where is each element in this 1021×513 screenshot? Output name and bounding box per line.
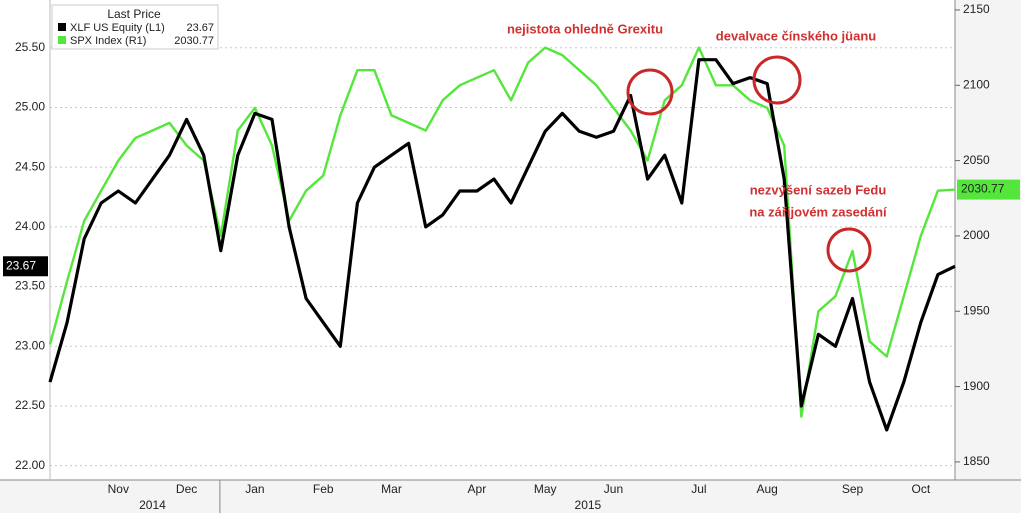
y2-tick-label: 2150 [963, 2, 990, 16]
x-year-label: 2014 [139, 498, 166, 512]
y-tick-label: 23.50 [15, 279, 45, 293]
x-tick-label: Jul [691, 482, 706, 496]
x-tick-label: Aug [756, 482, 777, 496]
x-tick-label: Feb [313, 482, 334, 496]
y-tick-label: 24.00 [15, 219, 45, 233]
x-tick-label: Apr [468, 482, 487, 496]
legend-value: 23.67 [186, 22, 214, 34]
x-tick-label: Dec [176, 482, 197, 496]
y-tick-label: 22.00 [15, 458, 45, 472]
y-tick-label: 24.50 [15, 159, 45, 173]
highlight-circle [826, 227, 872, 273]
legend-swatch [58, 23, 66, 31]
highlight-circle [626, 68, 674, 116]
legend-label: XLF US Equity (L1) [70, 22, 165, 34]
annotation: devalvace čínského jüanu [716, 28, 876, 43]
annotation: na zářijovém zasedání [749, 204, 887, 219]
y-tick-label: 23.00 [15, 338, 45, 352]
y2-tick-label: 1900 [963, 379, 990, 393]
y-tick-label: 25.00 [15, 100, 45, 114]
x-tick-label: Sep [842, 482, 864, 496]
x-tick-label: Oct [912, 482, 931, 496]
legend-value: 2030.77 [174, 35, 214, 47]
last-value-label: 23.67 [6, 258, 36, 272]
lines [48, 46, 956, 432]
x-year-label: 2015 [575, 498, 602, 512]
last-value-tag [3, 256, 48, 277]
x-tick-label: Jan [245, 482, 264, 496]
y2-tick-label: 2000 [963, 228, 990, 242]
legend-swatch [58, 36, 66, 44]
y-tick-label: 22.50 [15, 398, 45, 412]
x-tick-label: Mar [381, 482, 402, 496]
legend-title: Last Price [107, 7, 161, 21]
axes: 22.00 22.50 23.00 23.50 24.00 24.50 25.00 25.50… [3, 2, 1020, 513]
annotation: nejistota ohledně Grexitu [507, 21, 663, 36]
last-value-label: 2030.77 [961, 182, 1005, 196]
y2-tick-label: 2100 [963, 77, 990, 91]
y2-tick-label: 1850 [963, 454, 990, 468]
x-tick-label: Jun [604, 482, 623, 496]
y2-tick-label: 2050 [963, 153, 990, 167]
highlight-circle [752, 55, 802, 105]
last-value-tag [957, 179, 1020, 200]
x-tick-label: Nov [108, 482, 129, 496]
right-axis-band [955, 0, 1021, 480]
x-tick-label: May [534, 482, 557, 496]
annotation: nezvýšení sazeb Fedu [750, 182, 887, 197]
y-tick-label: 25.50 [15, 40, 45, 54]
legend-label: SPX Index (R1) [70, 35, 146, 47]
series-line [48, 58, 956, 432]
legend: Last Price XLF US Equity (L1) 23.67 SPX … [51, 4, 219, 50]
x-axis-band [0, 480, 1021, 513]
legend-box [51, 4, 219, 50]
y2-tick-label: 1950 [963, 303, 990, 317]
